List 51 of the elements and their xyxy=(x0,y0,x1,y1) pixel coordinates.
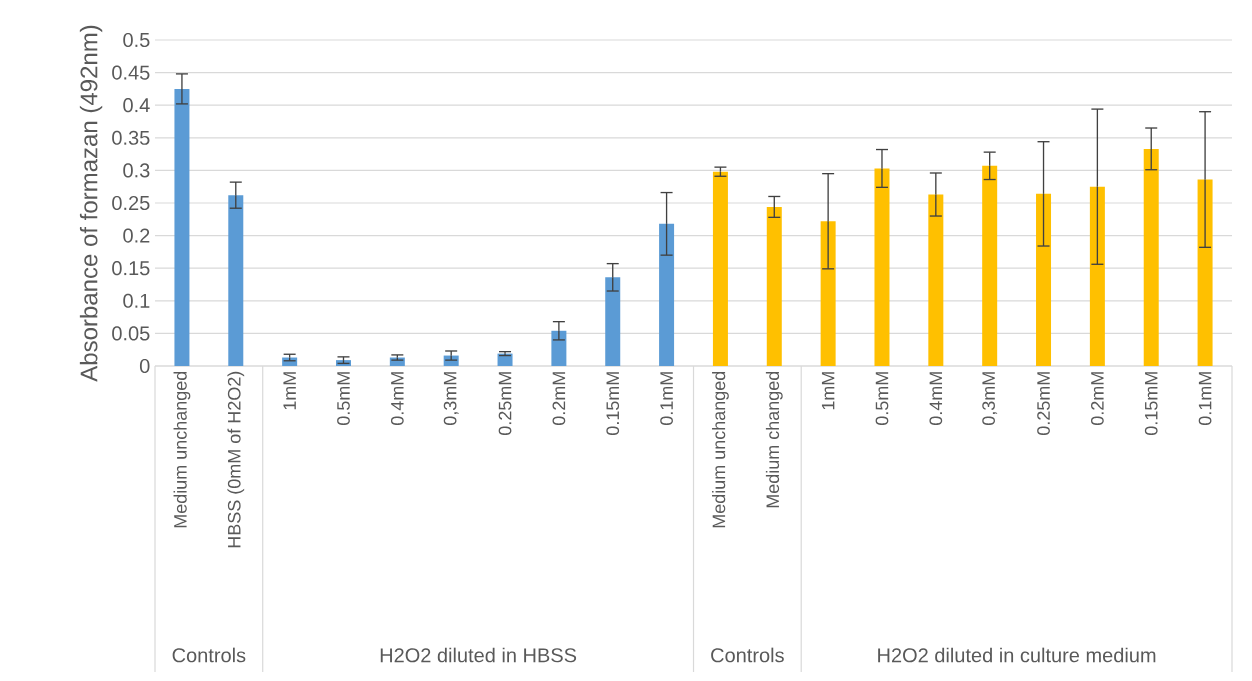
y-tick-label: 0.4 xyxy=(123,98,150,113)
x-tick-label: HBSS (0mM of H2O2) xyxy=(227,371,245,548)
x-tick-label: 0.15mM xyxy=(606,372,620,436)
x-tick-label: 0.4mM xyxy=(929,372,943,425)
x-tick-label: 0,3mM xyxy=(982,372,998,425)
x-tick-label: Medium unchanged xyxy=(712,371,729,528)
y-tick-label: 0.45 xyxy=(112,65,150,80)
bar xyxy=(874,168,890,366)
y-tick-label: 0.05 xyxy=(112,326,150,341)
y-tick-label: 0.3 xyxy=(123,163,150,178)
bar xyxy=(766,206,782,366)
x-tick-label: 0.2mM xyxy=(552,372,566,425)
bar xyxy=(712,171,728,366)
y-tick-label: 0.25 xyxy=(112,195,150,211)
x-tick-label: 0.5mM xyxy=(337,372,350,425)
bar xyxy=(228,195,244,366)
text: Controls xyxy=(711,647,784,663)
x-tick-label: 0.25mM xyxy=(1037,372,1050,436)
x-tick-label: 0.2mM xyxy=(1091,372,1104,425)
text: H2O2 diluted in culture medium xyxy=(878,647,1156,663)
text: H2O2 diluted in HBSS xyxy=(380,647,577,663)
bar xyxy=(928,194,944,366)
bar xyxy=(1143,148,1159,366)
x-tick-label: Medium unchanged xyxy=(173,371,191,528)
x-tick-label: 0.4mM xyxy=(390,372,404,425)
bar xyxy=(1036,193,1052,366)
y-tick-label: 0.2 xyxy=(123,228,150,243)
bar xyxy=(820,221,836,366)
x-tick-label: 0.15mM xyxy=(1144,372,1158,436)
x-tick-label: 0.25mM xyxy=(498,372,512,436)
x-tick-label: 0,3mM xyxy=(443,372,459,425)
y-tick-label: 0.35 xyxy=(112,130,150,145)
bar xyxy=(1089,186,1105,366)
x-tick-label: 0.5mM xyxy=(875,372,889,425)
text: Controls xyxy=(172,647,246,663)
x-tick-label: 1mM xyxy=(821,372,835,410)
bar xyxy=(605,277,621,366)
bar xyxy=(659,223,675,366)
bar xyxy=(982,165,998,366)
bar xyxy=(551,330,567,366)
y-tick-label: 0.15 xyxy=(112,261,150,276)
y-tick-label: 0 xyxy=(139,358,150,374)
x-tick-label: Medium changed xyxy=(765,371,783,508)
x-tick-label: 0.1mM xyxy=(660,372,673,425)
y-tick-label: 0.1 xyxy=(123,293,150,308)
x-tick-label: 1mM xyxy=(283,372,296,410)
bar xyxy=(174,88,190,366)
x-tick-label: 0.1mM xyxy=(1198,372,1212,425)
bar xyxy=(1197,179,1213,366)
y-tick-label: 0.5 xyxy=(123,32,150,48)
y-axis-title: Absorbance of formazan (492nm) xyxy=(79,25,103,382)
